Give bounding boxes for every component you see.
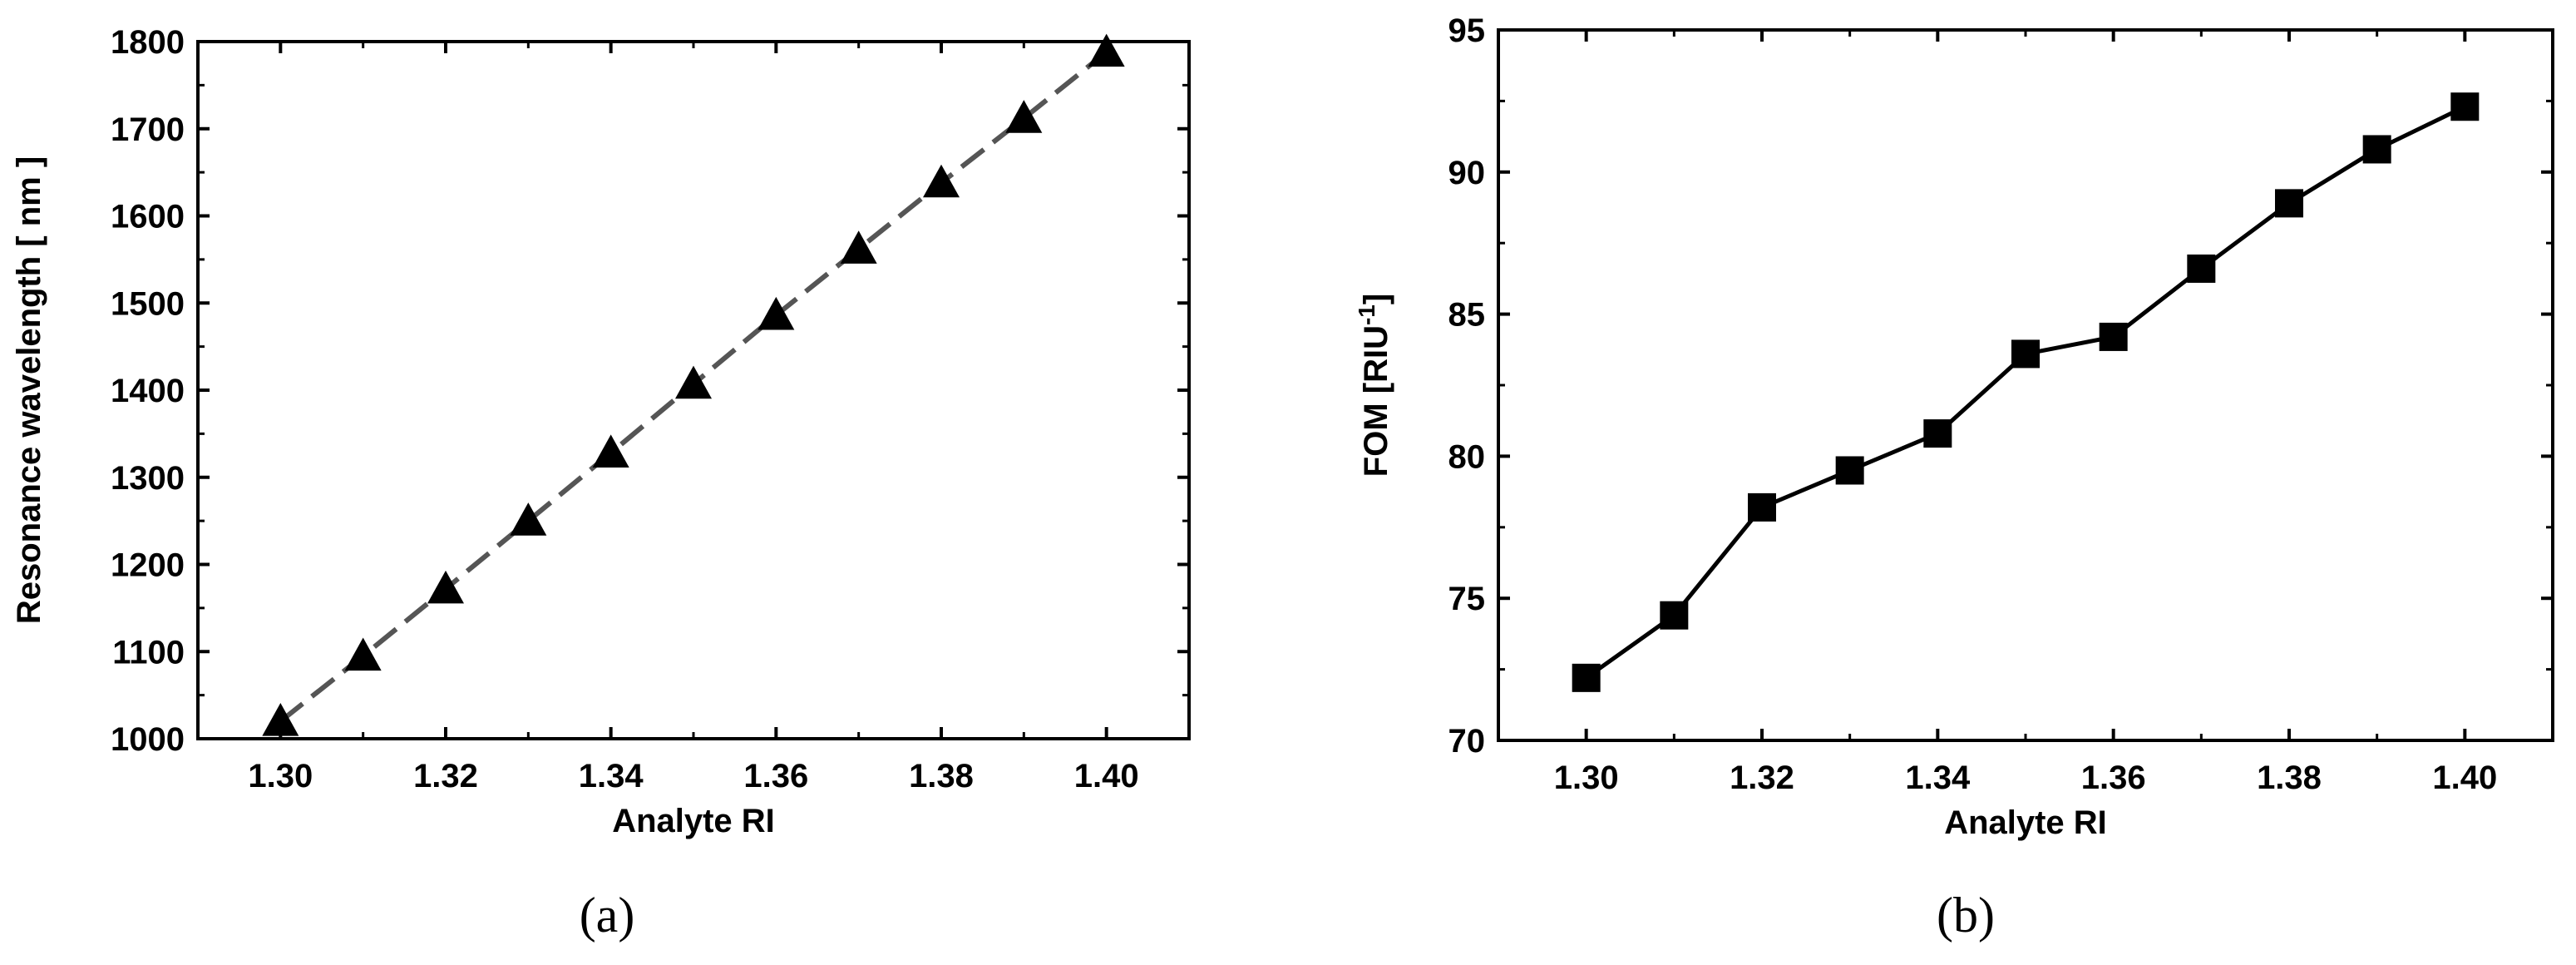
series-line xyxy=(1585,104,2466,680)
x-tick-label: 1.38 xyxy=(2257,760,2322,796)
data-point-square xyxy=(1660,601,1689,630)
data-point-triangle xyxy=(510,502,547,536)
x-tick-label: 1.38 xyxy=(909,758,974,794)
y-tick-label: 1800 xyxy=(111,24,185,61)
x-tick-label: 1.32 xyxy=(413,758,478,794)
data-point-triangle xyxy=(840,230,877,264)
data-point-triangle xyxy=(1088,33,1125,67)
y-tick-label: 1200 xyxy=(111,547,185,584)
y-tick-label: 95 xyxy=(1448,12,1486,49)
data-point-square xyxy=(1923,419,1952,448)
data-point-square xyxy=(2450,92,2480,121)
x-tick-label: 1.30 xyxy=(1554,760,1619,796)
data-point-square xyxy=(1572,663,1601,692)
data-point-triangle xyxy=(923,164,960,198)
chart-b: 1.30 1.32 1.34 1.36 1.38 1.40 70 75 80 85 90 95 Anal… xyxy=(1354,12,2554,841)
y-tick-label: 1600 xyxy=(111,199,185,235)
data-point-triangle xyxy=(592,434,629,468)
y-tick-label: 90 xyxy=(1448,155,1486,191)
data-point-triangle xyxy=(675,365,712,399)
y-tick-label: 1500 xyxy=(111,285,185,322)
data-point-triangle xyxy=(1005,100,1043,133)
data-point-square xyxy=(1748,492,1776,522)
chart-a: 1.30 1.32 1.34 1.36 1.38 1.40 1000 1100 1200 1300… xyxy=(11,24,1191,839)
x-axis-label: Analyte RI xyxy=(612,803,775,839)
y-tick-label: 85 xyxy=(1448,297,1486,334)
panel-label-a: (a) xyxy=(580,888,635,943)
plot-frame xyxy=(1497,28,2554,742)
x-tick-label: 1.40 xyxy=(1074,758,1139,794)
data-point-square xyxy=(1835,456,1864,485)
x-tick-label: 1.40 xyxy=(2432,760,2497,796)
y-axis-label-superscript: -1 xyxy=(1354,304,1379,325)
y-tick-label: 80 xyxy=(1448,438,1486,475)
data-point-triangle xyxy=(758,296,795,330)
data-point-square xyxy=(2362,135,2391,164)
x-tick-label: 1.34 xyxy=(579,758,644,794)
data-point-square xyxy=(2099,322,2128,351)
y-tick-label: 70 xyxy=(1448,723,1486,760)
y-axis-label: FOM [RIU-1] xyxy=(1354,294,1395,477)
x-tick-label: 1.30 xyxy=(248,758,313,794)
panel-label-b: (b) xyxy=(1937,888,1995,943)
x-tick-label: 1.36 xyxy=(743,758,808,794)
y-tick-label: 1700 xyxy=(111,111,185,148)
y-tick-label: 1300 xyxy=(111,460,185,497)
data-point-triangle xyxy=(262,703,299,736)
data-point-triangle xyxy=(344,637,382,671)
y-axis-label: Resonance wavelength [ nm ] xyxy=(11,156,47,624)
y-axis-label-suffix: ] xyxy=(1358,294,1394,304)
data-point-square xyxy=(2187,254,2216,283)
y-tick-label: 1000 xyxy=(111,721,185,758)
x-tick-label: 1.34 xyxy=(1905,760,1971,796)
x-tick-label: 1.36 xyxy=(2081,760,2146,796)
x-tick-label: 1.32 xyxy=(1730,760,1794,796)
y-tick-label: 75 xyxy=(1448,581,1486,617)
x-axis-label: Analyte RI xyxy=(1944,804,2107,841)
data-point-triangle xyxy=(427,570,464,604)
y-tick-label: 1100 xyxy=(112,634,185,671)
y-tick-label: 1400 xyxy=(111,373,185,409)
data-point-square xyxy=(2011,339,2040,369)
data-point-square xyxy=(2275,189,2303,218)
